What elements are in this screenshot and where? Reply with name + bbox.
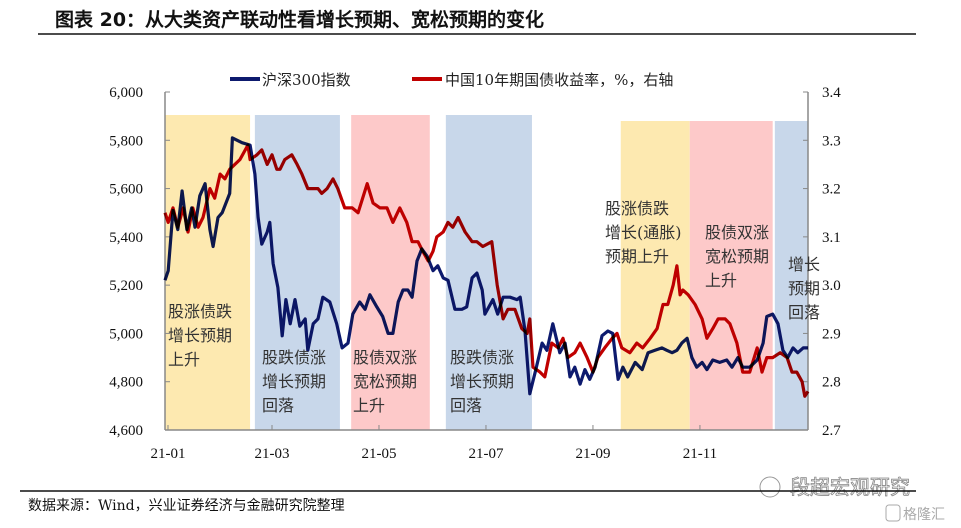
figure-title: 图表 20：从大类资产联动性看增长预期、宽松预期的变化: [55, 8, 544, 31]
left-tick-label: 6,000: [109, 85, 143, 101]
x-tick-label: 21-03: [254, 446, 289, 462]
region-band: [774, 121, 808, 430]
x-tick-label: 21-07: [468, 446, 503, 462]
right-tick-label: 3.2: [822, 182, 841, 198]
csi300-line: [163, 136, 808, 396]
right-tick-label: 2.9: [822, 326, 841, 342]
right-tick-label: 3.1: [822, 230, 841, 246]
region-label-line: 上升: [168, 350, 200, 369]
right-tick-label: 2.7: [822, 423, 841, 439]
series-lines: [163, 136, 810, 398]
left-tick-label: 5,800: [109, 133, 143, 149]
region-label-line: 宽松预期: [353, 372, 417, 391]
legend-label-bond-yield: 中国10年期国债收益率，%，右轴: [445, 71, 673, 89]
watermark: 段超宏观研究: [759, 475, 910, 499]
right-tick-label: 3.4: [822, 85, 841, 101]
x-tick-label: 21-09: [575, 446, 610, 462]
axes: 4,600 4,800 5,000 5,200 5,400 5,600 5,800 6,000…: [109, 85, 841, 462]
left-tick-label: 5,400: [109, 230, 143, 246]
region-label-line: 回落: [450, 396, 482, 415]
x-tick-label: 21-05: [361, 446, 396, 462]
left-tick-label: 5,600: [109, 182, 143, 198]
region-label-line: 增长预期: [262, 372, 326, 391]
region-label-line: 增长预期: [168, 326, 232, 345]
region-band: [445, 115, 532, 430]
watermark-text: 段超宏观研究: [790, 475, 910, 499]
x-tick-label: 21-11: [683, 446, 717, 462]
region-label-line: 股涨债跌: [605, 199, 669, 218]
left-tick-label: 4,600: [109, 423, 143, 439]
region-label-line: 股涨债跌: [168, 302, 232, 321]
region-label-line: 股债双涨: [353, 348, 417, 367]
region-label-line: 股债双涨: [705, 223, 769, 242]
region-label-line: 回落: [788, 303, 820, 322]
right-tick-label: 3.3: [822, 133, 841, 149]
region-label-line: 回落: [262, 396, 294, 415]
legend: 沪深300指数 中国10年期国债收益率，%，右轴: [230, 71, 673, 89]
wechat-icon: [759, 476, 781, 498]
region-label-line: 增长(通胀): [605, 223, 682, 242]
logo-text: 格隆汇: [903, 507, 945, 523]
region-label-line: 股跌债涨: [262, 348, 326, 367]
logo-mark-icon: [885, 504, 901, 522]
region-label-line: 预期上升: [605, 247, 669, 266]
region-label-line: 增长: [788, 255, 820, 274]
left-tick-label: 4,800: [109, 375, 143, 391]
region-label-line: 股跌债涨: [450, 348, 514, 367]
region-band: [689, 121, 773, 430]
right-tick-label: 2.8: [822, 375, 841, 391]
left-tick-label: 5,000: [109, 326, 143, 342]
region-label-line: 上升: [353, 396, 385, 415]
gelonghui-logo: 格隆汇: [885, 504, 945, 523]
left-tick-label: 5,200: [109, 278, 143, 294]
source-note: 数据来源：Wind，兴业证券经济与金融研究院整理: [28, 498, 345, 514]
region-label-line: 增长预期: [450, 372, 514, 391]
region-label-line: 上升: [705, 271, 737, 290]
region-label-line: 预期: [788, 279, 820, 298]
x-tick-label: 21-01: [151, 446, 186, 462]
bond-yield-line: [163, 143, 810, 398]
legend-label-csi300: 沪深300指数: [262, 71, 351, 89]
region-band: [165, 115, 251, 430]
right-tick-label: 3.0: [822, 278, 841, 294]
region-label-line: 宽松预期: [705, 247, 769, 266]
